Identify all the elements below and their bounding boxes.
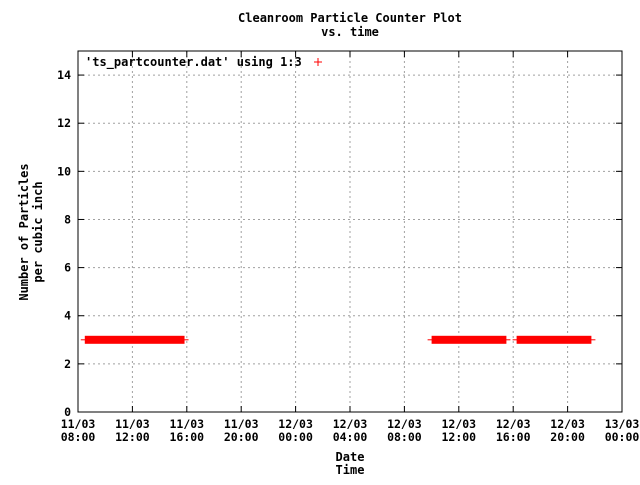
y-tick-label: 12	[57, 116, 71, 130]
y-tick-label: 14	[57, 68, 71, 82]
legend-marker	[314, 58, 322, 66]
x-tick-label-date: 13/03	[605, 417, 640, 431]
x-tick-label-date: 11/03	[115, 417, 150, 431]
x-tick-label-time: 08:00	[387, 430, 422, 444]
x-tick-label-date: 11/03	[169, 417, 204, 431]
legend-label: 'ts_partcounter.dat' using 1:3	[85, 55, 302, 70]
y-tick-label: 8	[64, 212, 71, 226]
y-axis-label-line1: Number of Particles	[17, 163, 31, 300]
chart-subtitle: vs. time	[321, 25, 379, 39]
x-tick-label-time: 12:00	[441, 430, 476, 444]
x-tick-label-date: 12/03	[550, 417, 585, 431]
y-tick-label: 0	[64, 405, 71, 419]
chart-title: Cleanroom Particle Counter Plot	[238, 11, 462, 25]
x-tick-label-time: 08:00	[61, 430, 96, 444]
data-point-run	[516, 335, 592, 344]
x-tick-label-date: 12/03	[496, 417, 531, 431]
x-tick-label-time: 12:00	[115, 430, 150, 444]
x-tick-label-time: 16:00	[169, 430, 204, 444]
x-tick-label-date: 11/03	[224, 417, 259, 431]
data-series	[80, 335, 596, 344]
x-tick-label-time: 00:00	[278, 430, 313, 444]
x-axis: 11/0308:0011/0312:0011/0316:0011/0320:00…	[61, 51, 640, 444]
x-tick-label-date: 12/03	[441, 417, 476, 431]
x-tick-label-time: 20:00	[224, 430, 259, 444]
data-point-run	[431, 335, 507, 344]
y-tick-label: 4	[64, 309, 71, 323]
x-tick-label-time: 16:00	[496, 430, 531, 444]
y-axis-label-line2: per cubic inch	[31, 181, 45, 282]
x-tick-label-time: 00:00	[605, 430, 640, 444]
x-tick-label-time: 20:00	[550, 430, 585, 444]
grid	[78, 51, 622, 412]
x-axis-label-date: Date	[336, 450, 365, 464]
y-tick-label: 2	[64, 357, 71, 371]
x-tick-label-date: 11/03	[61, 417, 96, 431]
x-axis-label-time: Time	[336, 463, 365, 477]
legend: 'ts_partcounter.dat' using 1:3	[85, 55, 322, 70]
y-tick-label: 10	[57, 164, 71, 178]
plot-frame	[77, 50, 623, 413]
x-tick-label-date: 12/03	[387, 417, 422, 431]
x-tick-label-date: 12/03	[278, 417, 313, 431]
x-tick-label-time: 04:00	[333, 430, 368, 444]
data-point-run	[84, 335, 185, 344]
y-tick-label: 6	[64, 261, 71, 275]
x-tick-label-date: 12/03	[333, 417, 368, 431]
y-axis: 0 2 4 6 8 10 12 14	[57, 68, 622, 419]
